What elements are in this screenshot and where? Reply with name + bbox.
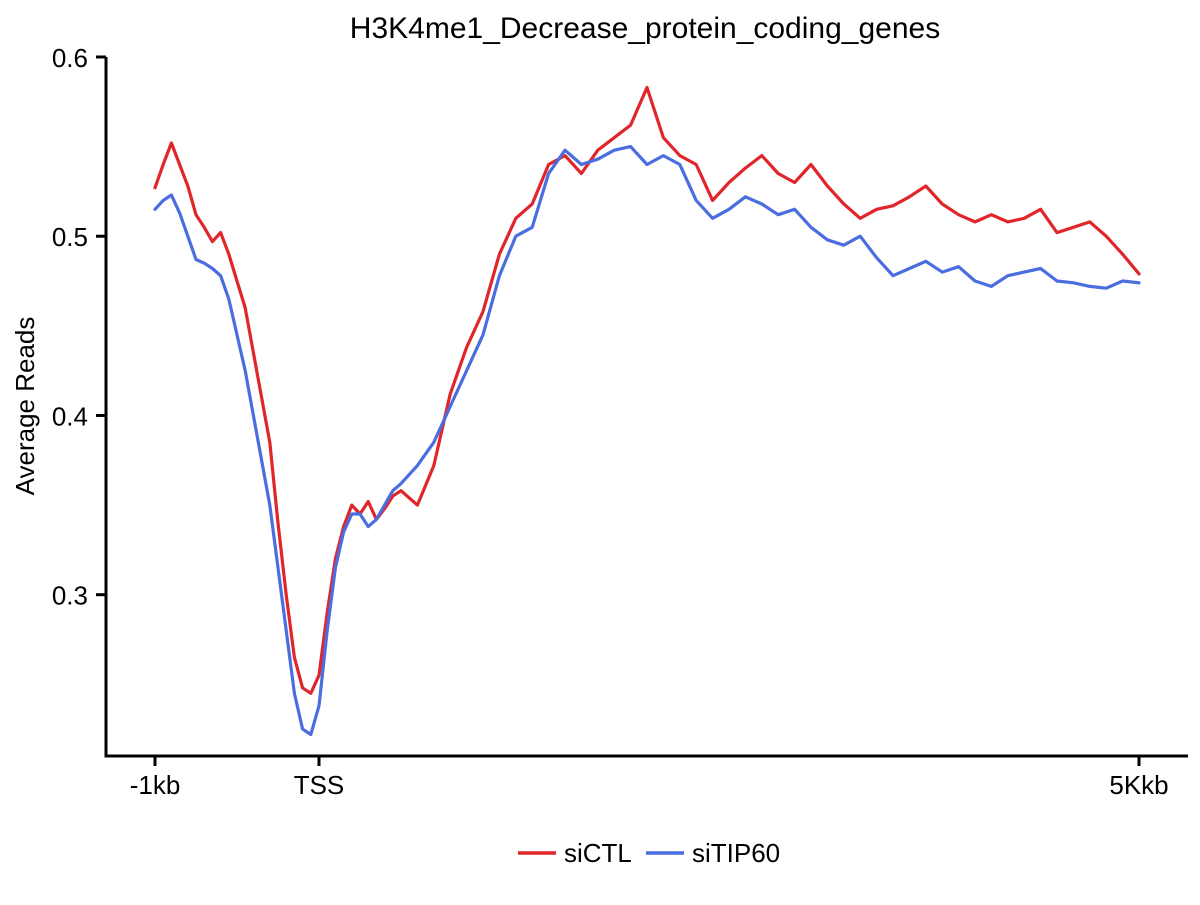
legend-label-sictl: siCTL (564, 838, 632, 868)
x-tick-label: 5Kkb (1109, 770, 1168, 800)
legend-label-sitip60: siTIP60 (692, 838, 780, 868)
chart-title: H3K4me1_Decrease_protein_coding_genes (350, 12, 940, 45)
series-line-sitip60 (153, 145, 1141, 737)
y-tick-label: 0.4 (52, 401, 88, 431)
series-line-sictl (153, 85, 1141, 695)
legend: siCTL siTIP60 (518, 838, 780, 868)
series-lines (153, 85, 1141, 737)
y-tick-label: 0.5 (52, 222, 88, 252)
x-tick-label: -1kb (130, 770, 181, 800)
y-tick-label: 0.6 (52, 43, 88, 73)
y-ticks: 0.3 0.4 0.5 0.6 (52, 43, 106, 611)
y-axis-label: Average Reads (10, 317, 40, 496)
x-tick-label: TSS (294, 770, 345, 800)
x-ticks: -1kb TSS 5Kkb (130, 756, 1169, 800)
y-tick-label: 0.3 (52, 581, 88, 611)
